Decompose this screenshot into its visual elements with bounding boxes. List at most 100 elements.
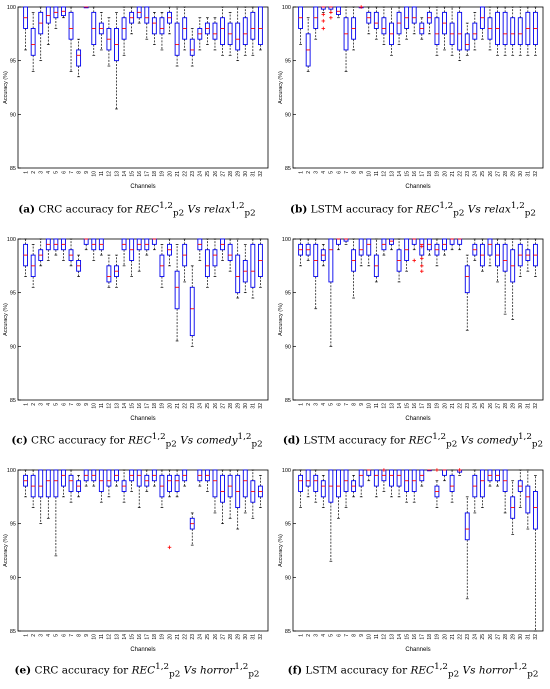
caption-rec-sub: p2 (446, 439, 458, 450)
caption-rec-sup: 1,2 (151, 432, 166, 442)
box-channel-13 (114, 12, 119, 110)
caption-vs: Vs (180, 434, 194, 447)
outlier-marker (419, 269, 424, 273)
x-tick-label: 19 (160, 171, 166, 177)
caption-vs: Vs (467, 203, 481, 216)
x-tick-label: 11 (99, 171, 105, 176)
caption-text: CRC accuracy for (38, 203, 133, 216)
box-channel-23 (189, 265, 195, 347)
caption-rec-sub: p2 (169, 669, 181, 680)
x-tick-label: 1 (23, 403, 29, 406)
box-channel-20 (442, 469, 447, 482)
x-tick-label: 12 (107, 171, 113, 177)
x-tick-label: 12 (382, 634, 388, 640)
x-tick-label: 11 (99, 634, 105, 639)
x-tick-label: 17 (145, 403, 151, 409)
box-channel-25 (479, 469, 485, 508)
box-channel-28 (227, 12, 233, 56)
outlier-marker (321, 12, 326, 17)
box-channel-31 (525, 469, 531, 530)
y-tick-label: 100 (282, 468, 291, 474)
box-channel-28 (227, 469, 233, 519)
iqr-box (38, 469, 44, 498)
outlier-marker (412, 258, 417, 263)
box-channel-20 (442, 238, 447, 256)
box-channel-2 (30, 244, 36, 288)
box-channel-12 (381, 6, 387, 45)
x-tick-label: 8 (76, 403, 82, 406)
box-channel-17 (419, 469, 425, 487)
box-channel-13 (389, 6, 394, 56)
x-tick-label: 18 (427, 634, 433, 640)
box-channel-4 (45, 238, 51, 261)
box-channel-23 (464, 22, 470, 56)
y-tick-label: 90 (285, 575, 291, 581)
iqr-box (212, 469, 218, 498)
x-tick-label: 29 (235, 171, 241, 177)
x-tick-label: 5 (54, 171, 60, 174)
plot-frame (17, 6, 269, 169)
box-channel-2 (305, 17, 311, 72)
x-tick-label: 8 (351, 403, 357, 406)
x-tick-label: 9 (84, 403, 90, 406)
box-channel-5 (328, 238, 334, 347)
box-channel-2 (30, 12, 36, 72)
x-tick-label: 30 (518, 171, 524, 177)
outlier-marker (419, 244, 424, 249)
x-tick-label: 13 (389, 171, 395, 177)
box-channel-21 (174, 244, 180, 342)
iqr-box (525, 485, 531, 514)
x-tick-label: 15 (129, 171, 135, 177)
box-channel-3 (313, 6, 319, 40)
x-tick-label: 1 (298, 171, 304, 174)
outlier-marker (329, 15, 333, 20)
y-tick-label: 85 (10, 629, 16, 635)
iqr-box (449, 474, 455, 492)
x-tick-label: 13 (114, 403, 120, 409)
iqr-box (45, 6, 51, 24)
box-channel-13 (114, 469, 119, 487)
box-channel-22 (457, 238, 463, 251)
box-channel-3 (38, 6, 44, 62)
x-tick-label: 26 (488, 634, 494, 640)
caption-b: (b) LSTM accuracy for REC1,2p2 Vs relax1… (278, 201, 548, 219)
box-channel-4 (45, 469, 51, 519)
box-channel-24 (472, 238, 478, 261)
caption-class-sup: 1,2 (237, 432, 252, 442)
chart-panel-d: 85 90 95 100 Accuracy (%) 1 2 3 4 5 6 7 8 9 10 11 12 13 14… (275, 232, 547, 432)
box-channel-23 (464, 254, 470, 331)
box-channel-20 (167, 238, 172, 267)
x-tick-label: 14 (397, 403, 403, 409)
y-tick-label: 100 (7, 468, 16, 474)
iqr-box (336, 6, 341, 15)
box-channel-15 (129, 238, 135, 277)
box-channel-18 (426, 238, 432, 256)
x-tick-label: 2 (306, 634, 312, 637)
caption-class-sup: 1,2 (513, 662, 528, 672)
caption-rec: REC (131, 664, 156, 677)
iqr-box (396, 469, 402, 487)
iqr-box (373, 11, 379, 29)
box-channel-2 (305, 238, 311, 261)
box-channel-27 (495, 6, 500, 56)
x-tick-label: 14 (122, 171, 128, 177)
x-tick-label: 28 (503, 634, 509, 640)
box-channel-6 (336, 238, 341, 251)
box-channel-11 (98, 469, 104, 503)
x-tick-label: 3 (39, 403, 45, 406)
caption-label: (e) (14, 664, 32, 677)
y-axis-label: Accuracy (%) (3, 534, 9, 567)
x-tick-label: 9 (359, 171, 365, 174)
x-tick-label: 16 (137, 171, 143, 177)
box-channel-12 (381, 238, 387, 256)
x-axis-label: Channels (405, 647, 430, 653)
iqr-box (533, 491, 538, 530)
caption-class-sup: 1,2 (234, 662, 249, 672)
y-tick-label: 95 (285, 522, 291, 528)
x-tick-label: 9 (84, 171, 90, 174)
x-tick-label: 15 (404, 171, 410, 177)
caption-vs: Vs (183, 664, 197, 677)
box-channel-15 (404, 6, 410, 40)
box-channel-28 (502, 469, 508, 514)
